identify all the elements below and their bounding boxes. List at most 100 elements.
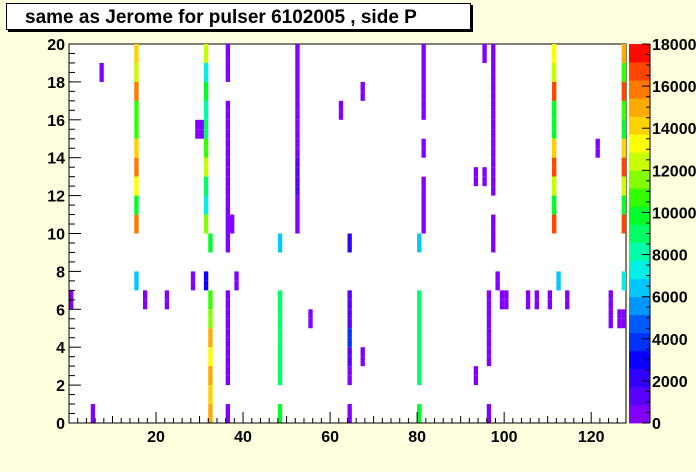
heatmap-cell xyxy=(486,290,492,300)
heatmap-cell xyxy=(547,290,553,300)
heatmap-cell xyxy=(203,44,209,54)
color-bar-segment xyxy=(629,260,650,280)
heatmap-cell xyxy=(234,280,239,291)
heatmap-cell xyxy=(473,167,479,177)
heatmap-cell xyxy=(142,299,148,310)
axes: 20 40 60 80 100 120 0 2 4 6 8 10 12 14 16 18 20 xyxy=(47,37,627,446)
heatmap-cell xyxy=(608,309,613,319)
heatmap-cell xyxy=(621,205,626,215)
heatmap-cell xyxy=(208,385,213,395)
heatmap-cell xyxy=(225,72,231,82)
heatmap-cell xyxy=(421,195,426,206)
heatmap-cell xyxy=(347,347,352,357)
heatmap-cell xyxy=(621,72,626,82)
heatmap-cell xyxy=(552,176,557,187)
heatmap-cell xyxy=(295,224,300,234)
heatmap-cell xyxy=(486,356,492,367)
heatmap-cell xyxy=(347,375,352,386)
heatmap-cell xyxy=(203,91,209,101)
heatmap-cell xyxy=(491,72,496,82)
heatmap-cell xyxy=(473,366,479,376)
heatmap-cell xyxy=(417,242,422,253)
y-tick-label: 10 xyxy=(47,227,65,244)
heatmap-cell xyxy=(482,44,487,54)
heatmap-cell xyxy=(491,44,496,54)
heatmap-cell xyxy=(491,224,496,234)
color-bar-label: 16000 xyxy=(652,79,696,96)
heatmap-cell xyxy=(552,148,557,158)
heatmap-cell xyxy=(347,290,352,300)
heatmap-cell xyxy=(417,299,422,310)
heatmap-cell xyxy=(421,53,426,63)
color-bar-label: 18000 xyxy=(652,37,696,54)
heatmap-cell xyxy=(552,138,557,149)
color-scale-bar: 0 2000 4000 6000 8000 10000 12000 14000 16000 180… xyxy=(629,37,696,433)
heatmap-cell xyxy=(208,233,213,243)
heatmap-cell xyxy=(504,290,509,300)
heatmap-cell xyxy=(608,318,613,329)
heatmap-cell xyxy=(208,347,213,357)
color-bar-label: 12000 xyxy=(652,163,696,180)
y-tick-label: 20 xyxy=(47,37,65,54)
heatmap-cell xyxy=(134,214,139,225)
heatmap-cell xyxy=(308,318,313,329)
heatmap-cell xyxy=(134,195,139,206)
color-bar-segment xyxy=(629,134,650,153)
heatmap-cell xyxy=(295,129,300,139)
heatmap-cell xyxy=(417,328,422,338)
heatmap-cell xyxy=(225,375,231,386)
heatmap-cell xyxy=(203,167,209,177)
heatmap-cell xyxy=(621,214,626,225)
heatmap-cell xyxy=(421,110,426,120)
heatmap-cell xyxy=(417,309,422,319)
heatmap-cell xyxy=(208,337,213,348)
y-tick-label: 0 xyxy=(56,416,65,433)
heatmap-cell xyxy=(491,119,496,130)
heatmap-cell xyxy=(234,271,239,281)
heatmap-cell xyxy=(90,404,96,414)
heatmap-cell xyxy=(617,309,622,319)
heatmap-cell xyxy=(295,62,300,73)
heatmap-cell xyxy=(421,72,426,82)
color-bar-label: 10000 xyxy=(652,205,696,222)
heatmap-cell xyxy=(347,299,352,310)
x-tick-label: 40 xyxy=(234,429,252,446)
heatmap-cell xyxy=(295,119,300,130)
heatmap-cell xyxy=(617,318,622,329)
heatmap-cell xyxy=(134,81,139,92)
heatmap-cell xyxy=(473,176,479,187)
heatmap-cell xyxy=(491,186,496,196)
heatmap-cell xyxy=(421,224,426,234)
y-tick-label: 16 xyxy=(47,113,65,130)
chart-title-box: same as Jerome for pulser 6102005 , side… xyxy=(6,3,471,30)
heatmap-cell xyxy=(421,205,426,215)
color-bar-segment xyxy=(629,278,650,298)
heatmap-cell xyxy=(69,290,74,300)
heatmap-cell xyxy=(199,129,204,139)
heatmap-cell xyxy=(225,167,231,177)
heatmap-cell xyxy=(499,290,505,300)
heatmap-cell xyxy=(347,356,352,367)
heatmap-cell xyxy=(621,195,626,206)
heatmap-cell xyxy=(277,366,283,376)
heatmap-cell xyxy=(552,62,557,73)
heatmap-cell xyxy=(421,186,426,196)
heatmap-cell xyxy=(552,119,557,130)
heatmap-cell xyxy=(295,72,300,82)
heatmap-cell xyxy=(203,214,209,225)
heatmap-cell xyxy=(491,176,496,187)
heatmap-cell xyxy=(525,299,531,310)
heatmap-cell xyxy=(621,176,626,187)
heatmap-cell xyxy=(552,214,557,225)
heatmap-cell xyxy=(225,195,231,206)
color-bar-segment xyxy=(629,242,650,261)
heatmap-cell xyxy=(134,138,139,149)
heatmap-cell xyxy=(277,233,283,243)
heatmap-cell xyxy=(230,214,235,225)
heatmap-cell xyxy=(225,119,231,130)
heatmap-cell xyxy=(534,290,539,300)
heatmap-cell xyxy=(621,224,626,234)
heatmap-cell xyxy=(190,280,196,291)
heatmap-cell xyxy=(203,186,209,196)
